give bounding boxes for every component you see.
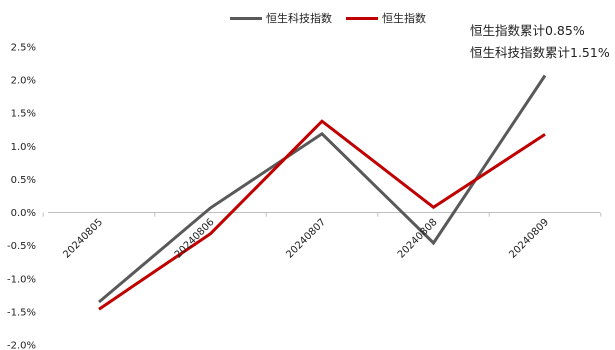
y-tick-label: -2.0% <box>7 341 36 350</box>
y-tick-label: 1.5% <box>11 109 36 120</box>
legend-label-hsi: 恒生指数 <box>382 12 426 25</box>
y-tick-label: 0.0% <box>11 208 36 219</box>
y-tick-label: 2.5% <box>11 43 36 54</box>
series-line-hstech <box>98 74 547 304</box>
y-tick-label: -1.0% <box>7 274 36 285</box>
y-tick-label: 1.0% <box>11 142 36 153</box>
x-tick-label: 20240807 <box>284 217 328 261</box>
x-tick-label: 20240806 <box>173 217 217 261</box>
annotation-hstech-cumulative: 恒生科技指数累计1.51% <box>470 45 610 60</box>
legend-item-hsi: 恒生指数 <box>346 10 426 26</box>
series-line-hsi <box>98 119 546 311</box>
y-tick-label: 2.0% <box>11 76 36 87</box>
y-tick-label: 0.5% <box>11 175 36 186</box>
legend-item-hstech: 恒生科技指数 <box>230 10 332 26</box>
legend: 恒生科技指数 恒生指数 <box>230 10 426 26</box>
x-tick-label: 20240808 <box>396 217 440 261</box>
y-tick-label: -1.5% <box>7 307 36 318</box>
legend-swatch-hstech <box>230 16 262 20</box>
annotation-hsi-cumulative: 恒生指数累计0.85% <box>470 23 585 38</box>
legend-swatch-hsi <box>346 16 378 20</box>
x-tick-label: 20240809 <box>507 217 551 261</box>
annotations: 恒生指数累计0.85% 恒生科技指数累计1.51% <box>470 20 610 64</box>
x-tick-label: 20240805 <box>61 217 105 261</box>
legend-label-hstech: 恒生科技指数 <box>266 12 332 25</box>
y-tick-label: -0.5% <box>7 241 36 252</box>
